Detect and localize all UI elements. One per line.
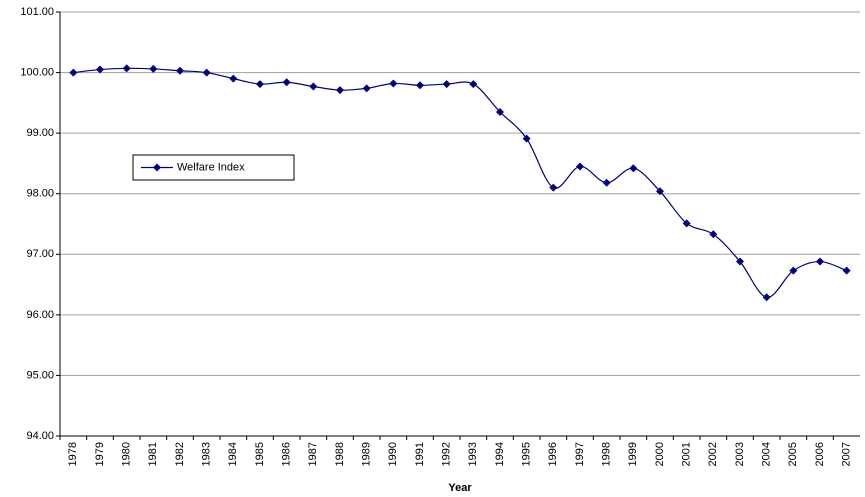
marker: [576, 162, 584, 171]
x-tick-label: 1981: [147, 442, 159, 466]
marker: [442, 80, 451, 89]
x-tick-label: 2004: [761, 442, 773, 466]
x-tick-label: 1987: [307, 442, 319, 466]
x-axis-label: Year: [448, 482, 472, 494]
x-tick-label: 1989: [361, 442, 373, 466]
x-tick-label: 1990: [387, 442, 399, 466]
y-tick-label: 101.00: [20, 6, 54, 18]
y-tick-label: 100.00: [20, 66, 54, 78]
marker: [549, 183, 558, 192]
y-tick-label: 99.00: [26, 127, 54, 139]
marker: [709, 230, 718, 239]
x-tick-label: 1985: [254, 442, 266, 466]
x-tick-label: 1994: [494, 442, 506, 466]
marker: [842, 266, 851, 275]
marker: [602, 178, 611, 187]
marker: [496, 107, 504, 116]
marker: [256, 80, 264, 89]
marker: [522, 134, 531, 143]
marker: [682, 219, 691, 228]
x-tick-label: 2006: [814, 442, 826, 466]
marker: [336, 86, 344, 95]
x-tick-label: 1988: [334, 442, 346, 466]
x-tick-label: 1993: [467, 442, 479, 466]
x-tick-label: 1992: [441, 442, 453, 466]
x-tick-label: 1986: [281, 442, 293, 466]
x-tick-label: 2000: [654, 442, 666, 466]
y-tick-label: 97.00: [26, 248, 54, 260]
x-tick-label: 1983: [201, 442, 213, 466]
legend-label: Welfare Index: [177, 161, 245, 173]
x-tick-label: 1979: [94, 442, 106, 466]
marker: [229, 74, 238, 83]
y-tick-label: 94.00: [26, 430, 54, 442]
marker: [282, 78, 291, 87]
legend-marker: [153, 163, 161, 172]
marker: [816, 257, 824, 266]
x-tick-label: 1997: [574, 442, 586, 466]
x-tick-label: 1998: [601, 442, 613, 466]
x-tick-label: 1982: [174, 442, 186, 466]
marker: [762, 293, 771, 302]
marker: [362, 84, 371, 93]
marker: [309, 82, 318, 91]
marker: [656, 187, 664, 196]
marker: [416, 81, 424, 90]
x-tick-label: 2003: [734, 442, 746, 466]
marker: [389, 79, 398, 88]
x-tick-label: 1999: [627, 442, 639, 466]
x-tick-label: 2005: [787, 442, 799, 466]
marker: [149, 64, 158, 73]
y-tick-label: 98.00: [26, 188, 54, 200]
marker: [122, 64, 131, 73]
marker: [69, 68, 78, 77]
x-tick-label: 2001: [681, 442, 693, 466]
marker: [202, 68, 211, 77]
x-tick-label: 1995: [521, 442, 533, 466]
x-tick-label: 2002: [707, 442, 719, 466]
marker: [176, 66, 184, 75]
x-tick-label: 1991: [414, 442, 426, 466]
x-tick-label: 1980: [121, 442, 133, 466]
x-tick-label: 2007: [841, 442, 853, 466]
marker: [469, 80, 478, 89]
marker: [629, 164, 638, 173]
x-tick-label: 1984: [227, 442, 239, 466]
marker: [736, 257, 744, 266]
marker: [96, 65, 104, 74]
marker: [789, 266, 798, 275]
x-tick-label: 1996: [547, 442, 559, 466]
y-tick-label: 96.00: [26, 309, 54, 321]
y-tick-label: 95.00: [26, 369, 54, 381]
x-tick-label: 1978: [67, 442, 79, 466]
